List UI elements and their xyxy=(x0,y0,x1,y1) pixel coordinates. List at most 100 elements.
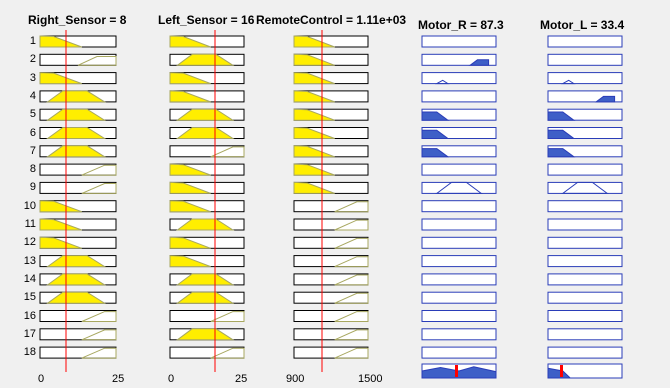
right_sensor-membership-shape xyxy=(39,72,82,85)
left_sensor-rule-box xyxy=(169,310,245,322)
remote_control-membership-shape xyxy=(334,329,369,341)
rule-number: 4 xyxy=(29,89,36,102)
right_sensor-membership-shape xyxy=(46,255,107,268)
left_sensor-membership-shape xyxy=(169,163,211,176)
right_sensor-membership-shape xyxy=(46,145,107,158)
remote_control-rule-box xyxy=(293,273,369,286)
header-motor-r: Motor_R = 87.3 xyxy=(418,18,504,32)
motor_l-membership-shape xyxy=(594,95,616,103)
left_sensor-membership-shape xyxy=(175,127,235,139)
header-right-sensor: Right_Sensor = 8 xyxy=(28,13,127,27)
motor_r-defuzzified-marker xyxy=(455,365,458,377)
motor_l-rule-box xyxy=(547,328,623,341)
motor_r-rule-box xyxy=(421,90,497,103)
motor_r-rule-box xyxy=(421,72,497,85)
rule-number: 8 xyxy=(29,163,36,176)
motor_l-aggregate-shape xyxy=(547,367,572,379)
rule-number: 11 xyxy=(24,218,36,230)
rule-number: 3 xyxy=(29,71,36,84)
motor_r-rule-box xyxy=(421,181,497,194)
right_sensor-membership-shape xyxy=(81,183,117,194)
motor_l-membership-shape xyxy=(560,79,576,85)
left_sensor-membership-shape xyxy=(175,53,235,66)
motor_r-membership-shape xyxy=(435,181,483,194)
tick-remote-max: 1500 xyxy=(358,373,383,385)
motor_r-aggregate-shape xyxy=(421,366,497,379)
remote_control-membership-shape xyxy=(334,219,369,231)
remote_control-rule-box xyxy=(293,346,369,359)
right_sensor-rule-box xyxy=(39,346,117,359)
remote_control-membership-shape xyxy=(293,181,335,194)
rule-number: 14 xyxy=(23,272,36,285)
motor_l-rule-box xyxy=(547,255,623,268)
remote_control-rule-box xyxy=(293,218,369,231)
right_sensor-membership-shape xyxy=(81,329,117,341)
remote_control-membership-shape xyxy=(293,53,335,66)
rule-number: 10 xyxy=(23,199,36,212)
rule-number: 1 xyxy=(29,35,36,47)
motor_l-rule-box xyxy=(547,236,623,249)
motor_r-rule-box xyxy=(421,163,497,176)
rule-number: 12 xyxy=(23,236,36,249)
motor_l-rule-box xyxy=(547,218,623,231)
left_sensor-rule-box xyxy=(169,145,245,158)
header-motor-l: Motor_L = 33.4 xyxy=(540,18,625,32)
right_sensor-membership-shape xyxy=(77,56,117,66)
left_sensor-membership-shape xyxy=(169,90,211,103)
rule-number: 16 xyxy=(23,309,36,322)
left_sensor-membership-shape xyxy=(210,311,245,322)
motor_r-membership-shape xyxy=(421,111,450,121)
right_sensor-membership-shape xyxy=(39,236,82,249)
motor_l-rule-box xyxy=(547,72,623,85)
motor_r-rule-box xyxy=(421,218,497,231)
left_sensor-membership-shape xyxy=(169,72,211,85)
motor_l-membership-shape xyxy=(547,129,576,139)
motor_l-rule-box xyxy=(547,181,623,194)
motor_r-rule-box xyxy=(421,346,497,359)
motor_l-defuzzified-marker xyxy=(560,365,563,377)
remote_control-membership-shape xyxy=(334,311,369,322)
remote_control-rule-box xyxy=(293,255,369,268)
rule-number: 5 xyxy=(29,108,36,121)
motor_r-membership-shape xyxy=(421,129,450,139)
remote_control-rule-box xyxy=(293,328,369,341)
motor_l-membership-shape xyxy=(547,111,576,121)
right_sensor-rule-box xyxy=(39,328,117,341)
motor_r-rule-box xyxy=(421,200,497,213)
motor_r-rule-box xyxy=(421,291,497,304)
left_sensor-membership-shape xyxy=(169,236,211,249)
rule-number: 2 xyxy=(29,53,36,66)
remote_control-membership-shape xyxy=(293,163,335,176)
rule-number: 9 xyxy=(29,181,36,194)
remote_control-rule-box xyxy=(293,200,369,213)
left_sensor-membership-shape xyxy=(210,146,245,158)
remote_control-membership-shape xyxy=(334,237,369,249)
right_sensor-membership-shape xyxy=(81,164,117,176)
left_sensor-membership-shape xyxy=(175,108,235,121)
rule-number: 18 xyxy=(23,346,36,359)
motor_l-rule-box xyxy=(547,273,623,286)
left_sensor-membership-shape xyxy=(175,218,235,231)
right_sensor-rule-box xyxy=(39,181,117,194)
tick-left-min: 0 xyxy=(168,373,175,385)
left_sensor-membership-shape xyxy=(175,328,235,341)
right_sensor-membership-shape xyxy=(46,108,107,121)
rule-number: 17 xyxy=(23,327,36,340)
left_sensor-membership-shape xyxy=(169,255,211,268)
motor_l-rule-box xyxy=(547,35,623,48)
motor_l-rule-box xyxy=(547,291,623,304)
motor_r-rule-box xyxy=(421,310,497,322)
tick-remote-min: 900 xyxy=(286,373,305,385)
tick-right-max: 25 xyxy=(112,373,125,385)
left_sensor-rule-box xyxy=(169,346,245,359)
motor_l-rule-box xyxy=(547,200,623,213)
tick-left-max: 25 xyxy=(235,373,248,385)
remote_control-rule-box xyxy=(293,310,369,322)
right_sensor-membership-shape xyxy=(39,35,82,48)
motor_l-membership-shape xyxy=(547,148,576,158)
motor_r-membership-shape xyxy=(421,148,450,158)
right_sensor-membership-shape xyxy=(46,90,107,103)
remote_control-membership-shape xyxy=(334,347,369,359)
